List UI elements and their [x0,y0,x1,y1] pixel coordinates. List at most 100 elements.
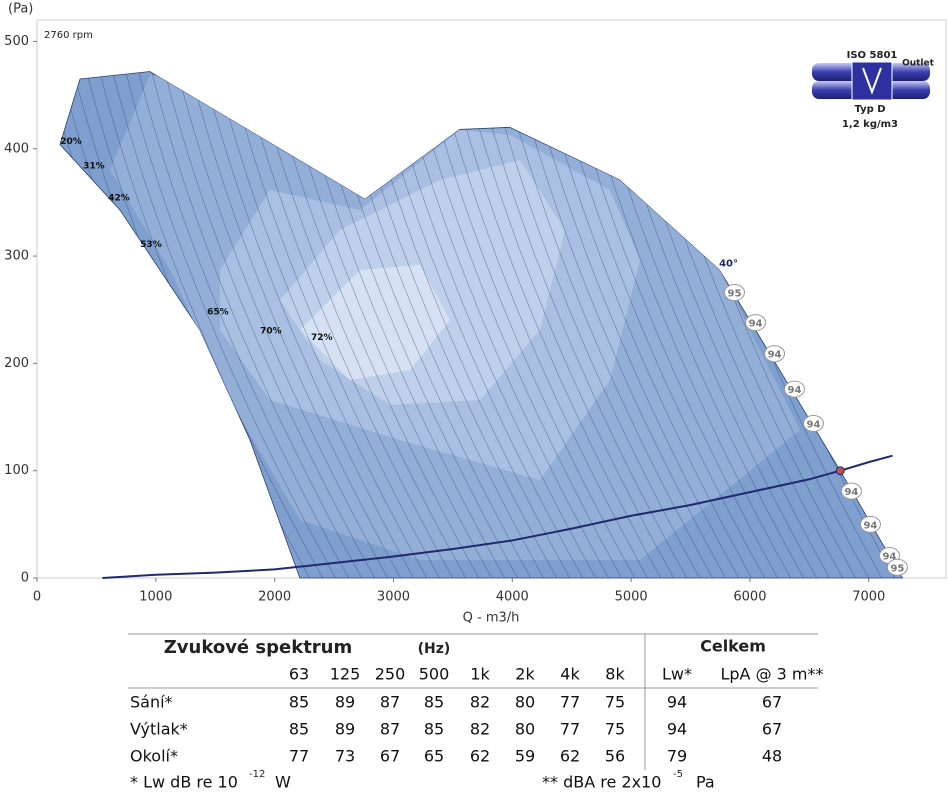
efficiency-label: 70% [260,327,282,337]
noise-bubble [784,380,805,398]
x-axis-label: Q - m3/h [463,611,520,626]
cell: 85 [289,693,309,712]
y-tick-label: 100 [4,463,29,478]
efficiency-label: 72% [311,333,333,343]
system-curve [102,454,893,579]
cell: 67 [380,747,400,766]
x-tick-label: 2000 [258,590,291,605]
x-tick-label: 3000 [377,590,410,605]
row-label: Výtlak* [130,720,188,739]
cell: 80 [515,693,535,712]
operating-point [835,466,845,476]
cell: 67 [762,720,782,739]
footnote: * Lw dB re 10 [130,773,238,792]
cell: 73 [335,747,355,766]
x-tick-label: 7000 [852,590,885,605]
cell: 94 [667,720,687,739]
column-header: 4k [560,665,580,684]
x-tick-label: 1000 [139,590,172,605]
footnote-sup: -5 [673,769,683,780]
noise-bubble [803,414,825,432]
y-tick-label: 500 [4,34,29,49]
blade-line [117,71,349,578]
blade-line [169,71,401,578]
column-header: 2k [515,665,535,684]
cell: 82 [470,720,490,739]
noise-bubble [745,314,767,332]
zone [300,265,450,380]
y-tick-label: 400 [4,141,29,156]
cell: 94 [667,693,687,712]
cell: 77 [560,693,580,712]
x-tick-label: 6000 [733,590,766,605]
footnote: ** dBA re 2x10 [542,773,661,792]
noise-label: 94 [807,419,821,430]
cell: 89 [335,693,355,712]
cell: 77 [289,747,309,766]
x-tick-label: 5000 [615,590,648,605]
fan-outlet: Outlet [902,59,935,69]
cell: 65 [424,747,444,766]
x-tick-label: 0 [33,590,41,605]
footnote-sup: -12 [249,769,265,780]
column-header: 8k [605,665,625,684]
cell: 75 [605,720,625,739]
noise-label: 94 [882,551,896,562]
speed-label: 2760 rpm [44,30,93,41]
cell: 62 [470,747,490,766]
footnote-unit: W [275,773,291,792]
row-label: Sání* [130,693,173,712]
cell: 62 [560,747,580,766]
column-header: 500 [419,665,450,684]
column-header: Lw* [662,665,692,684]
column-header: LpA @ 3 m** [720,665,823,684]
table-title: Zvukové spektrum [164,637,353,658]
y-tick-label: 200 [4,356,29,371]
noise-label: 95 [728,289,742,300]
cell: 85 [424,693,444,712]
fan-standard: ISO 5801 [847,50,898,61]
efficiency-label: 20% [60,137,82,147]
cell: 80 [515,720,535,739]
fan-type: Typ D [854,104,885,115]
noise-bubble [764,345,786,363]
cell: 59 [515,747,535,766]
noise-label: 94 [844,487,858,498]
cell: 85 [424,720,444,739]
cell: 89 [335,720,355,739]
fan-symbol [862,67,882,95]
cell: 82 [470,693,490,712]
row-label: Okolí* [130,747,178,766]
fan-icon: ISO 5801 Outlet Typ D 1,2 kg/m3 [812,50,935,130]
efficiency-zones [59,71,903,578]
blade-line [195,71,427,578]
efficiency-label: 42% [108,194,130,204]
y-tick-label: 0 [21,571,29,586]
y-tick-label: 300 [4,249,29,264]
noise-label: 94 [788,385,802,396]
sound-table: Zvukové spektrum (Hz) Celkem 63 125 250 500… [128,633,824,792]
angle-label: 40° [719,259,738,270]
table-unit: (Hz) [418,641,451,657]
column-header: 125 [330,665,361,684]
cell: 77 [560,720,580,739]
efficiency-label: 65% [207,307,229,317]
cell: 87 [380,720,400,739]
blade-line [130,71,362,578]
column-header: 1k [470,665,490,684]
cell: 87 [380,693,400,712]
efficiency-label: 31% [83,161,105,171]
column-header: 250 [375,665,406,684]
blade-line [104,71,336,578]
noise-label: 94 [863,520,877,531]
blade-line [156,71,388,578]
noise-label: 94 [768,350,782,361]
cell: 75 [605,693,625,712]
noise-label: 95 [890,563,904,574]
noise-bubble [840,482,862,500]
footnote-unit: Pa [696,773,715,792]
column-header: 63 [289,665,309,684]
blade-line [182,71,414,578]
